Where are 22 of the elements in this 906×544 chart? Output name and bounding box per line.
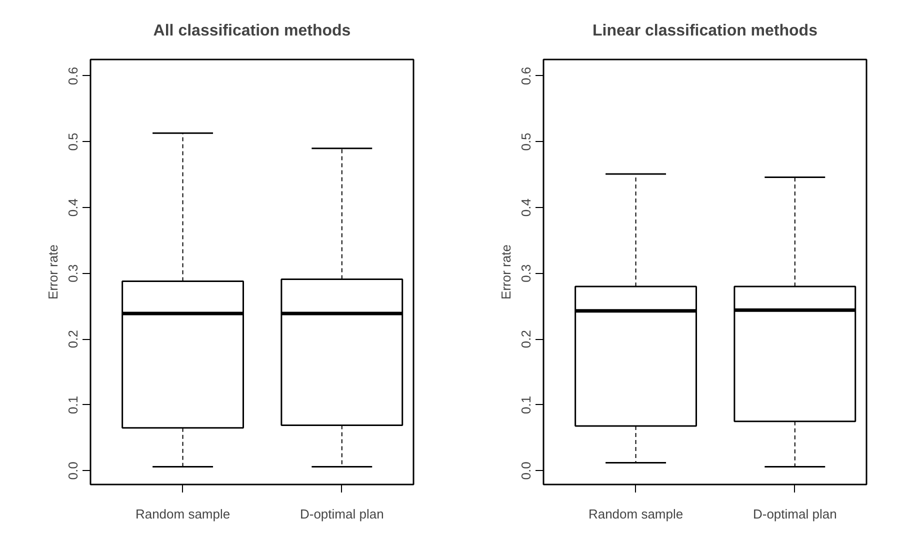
x-tick-label: D-optimal plan	[300, 506, 384, 522]
y-tick-label: 0.2	[518, 330, 534, 348]
y-tick-label: 0.1	[66, 396, 80, 414]
y-tick-label: 0.0	[518, 462, 534, 480]
y-tick-label: 0.6	[518, 66, 534, 85]
y-axis-title: Error rate	[46, 244, 60, 300]
y-tick-label: 0.3	[518, 264, 534, 282]
y-tick-label: 0.6	[66, 66, 80, 85]
x-tick-label: D-optimal plan	[752, 506, 837, 522]
chart-title: Linear classification methods	[592, 22, 818, 40]
y-axis-title: Error rate	[498, 244, 514, 300]
x-tick-label: Random sample	[588, 506, 684, 522]
y-tick-label: 0.4	[66, 198, 80, 217]
y-tick-label: 0.0	[66, 462, 80, 480]
y-tick-label: 0.2	[66, 330, 80, 348]
y-tick-label: 0.1	[518, 396, 534, 414]
y-tick-label: 0.4	[518, 198, 534, 217]
y-tick-label: 0.5	[66, 132, 80, 151]
chart-title: All classification methods	[153, 22, 351, 40]
y-tick-label: 0.3	[66, 264, 80, 282]
x-tick-label: Random sample	[135, 506, 230, 522]
y-tick-label: 0.5	[518, 132, 534, 151]
